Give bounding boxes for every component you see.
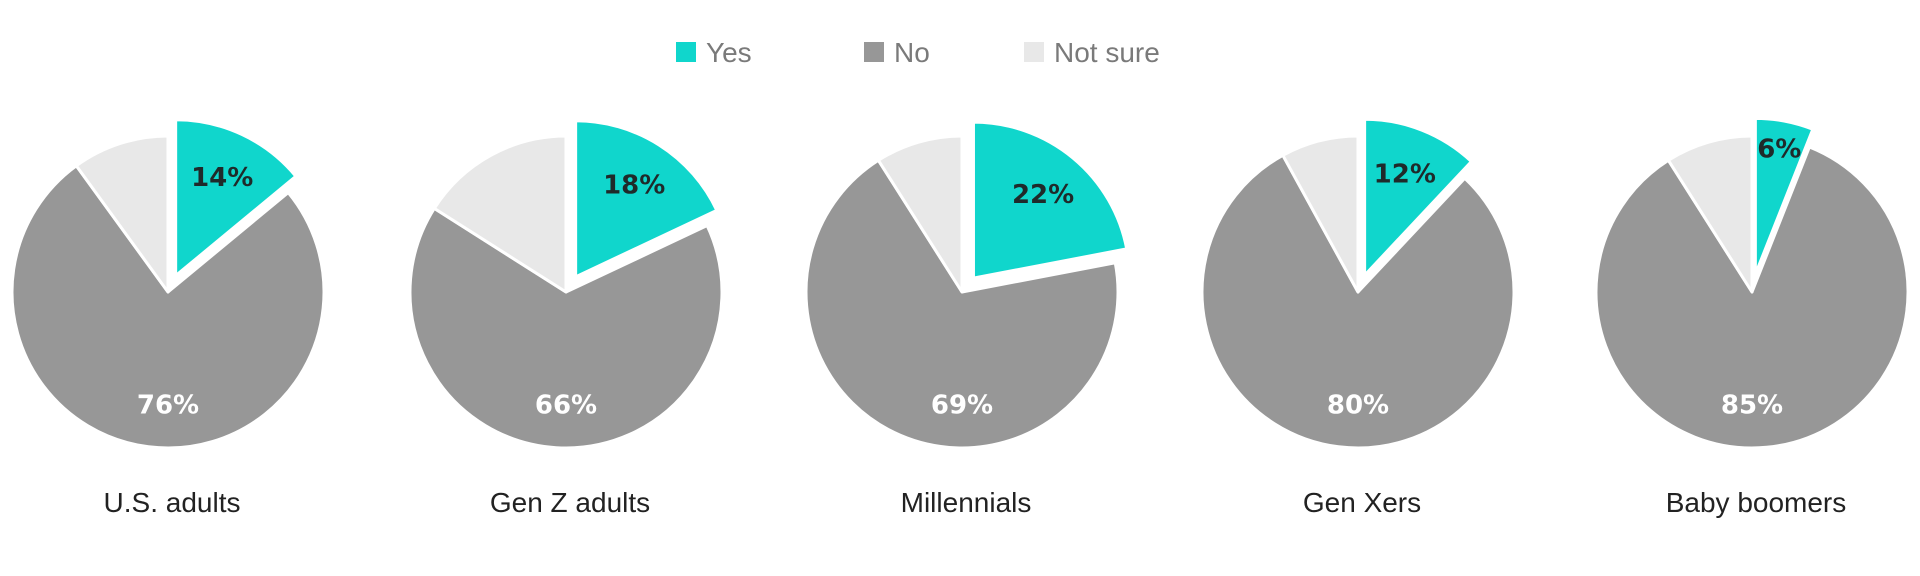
pie-value-label-no: 69%: [931, 390, 993, 420]
pie-gen-xers: 12% 80% Gen Xers: [1200, 117, 1516, 518]
legend-swatch-yes: [676, 42, 696, 62]
pie-millennials: 22% 69% Millennials: [804, 120, 1129, 518]
legend-label-yes: Yes: [706, 37, 752, 68]
pie-group-label: Baby boomers: [1666, 487, 1847, 518]
pie-slice-not-sure: [432, 134, 568, 294]
pie-value-label-no: 76%: [137, 390, 199, 420]
pie-u-s-adults: 14% 76% U.S. adults: [10, 118, 326, 518]
pie-slice-yes: [174, 118, 298, 278]
legend-item-yes: Yes: [676, 37, 752, 68]
pie-group-label: U.S. adults: [104, 487, 241, 518]
pie-slice-no: [1200, 153, 1516, 450]
pie-group-label: Millennials: [901, 487, 1032, 518]
legend-item-not-sure: Not sure: [1024, 37, 1160, 68]
pie-slice-not-sure: [74, 134, 170, 294]
pie-group-label: Gen Z adults: [490, 487, 650, 518]
pie-slice-no: [408, 206, 724, 450]
pie-slice-not-sure: [876, 134, 964, 294]
pie-slice-no: [804, 158, 1120, 450]
pie-value-label-yes: 18%: [603, 171, 665, 201]
pies: 14% 76% U.S. adults 18% 66% Gen Z adults 22% 69…: [10, 116, 1910, 518]
pie-gen-z-adults: 18% 66% Gen Z adults: [408, 119, 724, 518]
legend-label-not-sure: Not sure: [1054, 37, 1160, 68]
pie-value-label-no: 80%: [1327, 390, 1389, 420]
pie-value-label-no: 66%: [535, 390, 597, 420]
legend-label-no: No: [894, 37, 930, 68]
pie-group-label: Gen Xers: [1303, 487, 1421, 518]
pie-value-label-yes: 14%: [191, 163, 253, 193]
legend-item-no: No: [864, 37, 930, 68]
pie-slice-yes: [971, 120, 1129, 280]
pie-value-label-yes: 22%: [1012, 180, 1074, 210]
legend-swatch-no: [864, 42, 884, 62]
pie-baby-boomers: 6% 85% Baby boomers: [1594, 116, 1910, 518]
legend: Yes No Not sure: [676, 37, 1160, 68]
legend-swatch-not-sure: [1024, 42, 1044, 62]
pie-value-label-yes: 12%: [1374, 160, 1436, 190]
pie-slice-no: [10, 164, 326, 450]
pie-slice-yes: [1363, 117, 1473, 277]
pie-value-label-no: 85%: [1721, 390, 1783, 420]
pie-slice-yes: [574, 119, 719, 279]
pie-slice-not-sure: [1281, 134, 1360, 294]
pie-value-label-yes: 6%: [1757, 135, 1801, 165]
pie-slice-no: [1594, 145, 1910, 450]
pie-slice-yes: [1753, 116, 1815, 276]
pie-slice-not-sure: [1666, 134, 1754, 294]
